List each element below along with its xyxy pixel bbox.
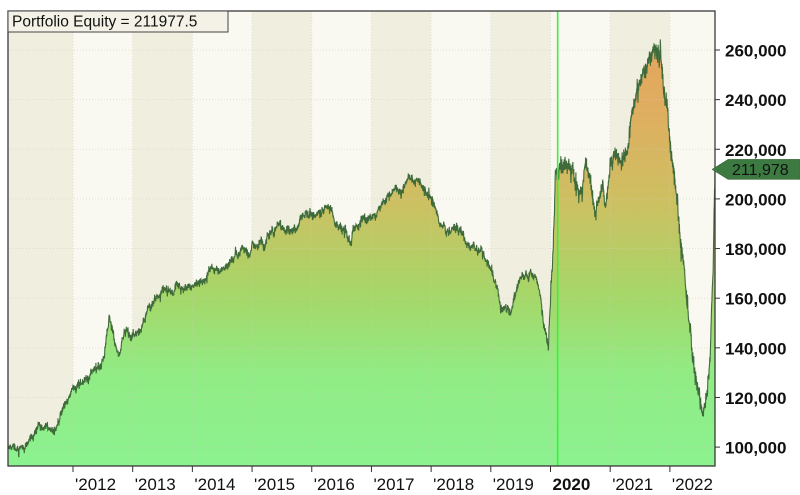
- svg-text:180,000: 180,000: [725, 240, 786, 259]
- svg-text:Portfolio Equity = 211977.5: Portfolio Equity = 211977.5: [12, 14, 197, 31]
- svg-text:'2015: '2015: [254, 475, 295, 494]
- svg-text:260,000: 260,000: [725, 42, 786, 61]
- svg-text:120,000: 120,000: [725, 389, 786, 408]
- svg-text:'2014: '2014: [194, 475, 235, 494]
- svg-text:'2013: '2013: [135, 475, 176, 494]
- svg-text:100,000: 100,000: [725, 439, 786, 458]
- svg-text:211,978: 211,978: [732, 162, 789, 179]
- svg-text:2020: 2020: [553, 475, 591, 494]
- svg-text:140,000: 140,000: [725, 339, 786, 358]
- svg-text:200,000: 200,000: [725, 190, 786, 209]
- svg-text:'2012: '2012: [75, 475, 116, 494]
- svg-text:'2018: '2018: [433, 475, 474, 494]
- svg-text:'2021: '2021: [612, 475, 653, 494]
- svg-text:240,000: 240,000: [725, 91, 786, 110]
- svg-text:160,000: 160,000: [725, 290, 786, 309]
- svg-text:'2019: '2019: [493, 475, 534, 494]
- svg-text:'2017: '2017: [373, 475, 414, 494]
- svg-text:'2022: '2022: [672, 475, 713, 494]
- svg-text:'2016: '2016: [314, 475, 355, 494]
- svg-text:220,000: 220,000: [725, 141, 786, 160]
